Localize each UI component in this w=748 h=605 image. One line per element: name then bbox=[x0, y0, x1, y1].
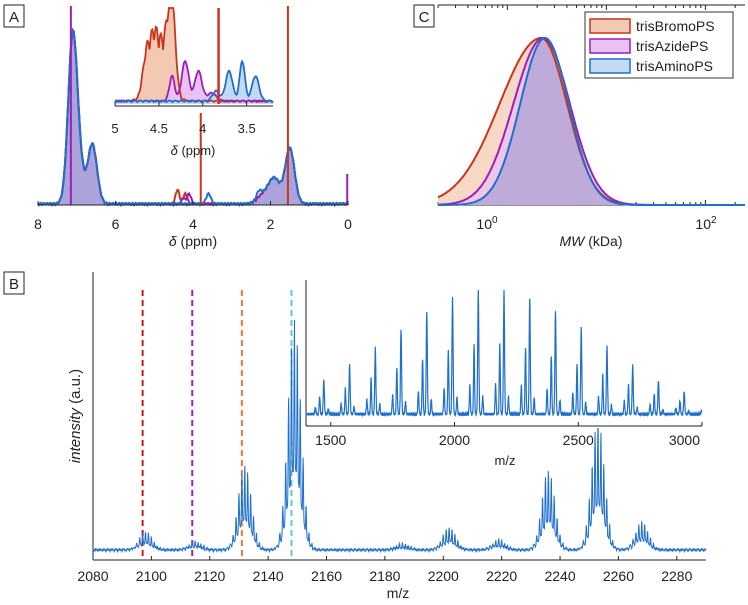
panel-a-xlabel: δ (ppm) bbox=[169, 233, 217, 249]
panel-b-ticks: 2080 2100 2120 2140 2160 2180 2200 2220 2240 2260… bbox=[77, 556, 693, 584]
legend-swatch-trisazideps bbox=[589, 38, 631, 54]
b-tick-label-2200: 2200 bbox=[428, 568, 459, 584]
b-tick-label-2240: 2240 bbox=[544, 568, 575, 584]
b-inset-tick-label-2000: 2000 bbox=[439, 432, 470, 448]
panel-c-tick-10-2: 102 bbox=[695, 215, 717, 232]
panel-c-xlabel: MW (kDa) bbox=[559, 233, 622, 249]
panel-c-label: C bbox=[419, 9, 430, 26]
panel-a-label-box bbox=[3, 4, 25, 28]
mw-fill-trisaminops bbox=[438, 38, 745, 205]
legend-swatch-trisaminops bbox=[589, 58, 631, 74]
b-inset-tick-label-3000: 3000 bbox=[669, 432, 700, 448]
panel-c: C 100 102 MW (kDa) trisBromoPS trisAzide… bbox=[413, 4, 745, 249]
inset-tick-label-5: 5 bbox=[111, 121, 118, 136]
panel-c-label-box bbox=[413, 4, 435, 28]
inset-fill-amino bbox=[115, 61, 273, 104]
b-inset-tick-label-1500: 1500 bbox=[315, 432, 346, 448]
b-tick-label-2100: 2100 bbox=[136, 568, 167, 584]
panel-a-inset-ticks: 5 4.5 4 3.5 bbox=[111, 102, 256, 136]
b-tick-label-2280: 2280 bbox=[661, 568, 692, 584]
legend-label-trisazideps: trisAzidePS bbox=[636, 38, 708, 54]
tick-label-a-4: 4 bbox=[189, 216, 197, 232]
maldi-inset-line bbox=[305, 289, 703, 418]
tick-label-a-2: 2 bbox=[267, 216, 275, 232]
panel-a-label: A bbox=[9, 9, 19, 26]
b-tick-label-2260: 2260 bbox=[603, 568, 634, 584]
panel-c-tick-10-0: 100 bbox=[476, 215, 498, 232]
panel-b-marker-lines bbox=[141, 290, 293, 559]
tick-label-a-6: 6 bbox=[112, 216, 120, 232]
b-tick-label-2080: 2080 bbox=[77, 568, 108, 584]
inset-tick-label-4: 4 bbox=[199, 121, 206, 136]
panel-b-inset-spectrum bbox=[305, 289, 703, 418]
tick-label-a-8: 8 bbox=[34, 216, 42, 232]
panel-a: A 8 6 4 2 0 δ (ppm) 5 4.5 4 3.5 δ (ppm) bbox=[3, 4, 352, 249]
inset-tick-label-4.5: 4.5 bbox=[150, 121, 168, 136]
panel-b: B 2080 2100 2120 2140 2160 2180 2200 2220 2240 22… bbox=[3, 271, 707, 601]
panel-a-inset-xlabel: δ (ppm) bbox=[171, 143, 216, 158]
inset-tick-label-3.5: 3.5 bbox=[238, 121, 256, 136]
b-inset-tick-label-2500: 2500 bbox=[563, 432, 594, 448]
panel-b-xlabel: m/z bbox=[387, 585, 410, 601]
inset-fill-bromo bbox=[115, 8, 273, 104]
b-tick-label-2140: 2140 bbox=[253, 568, 284, 584]
legend-swatch-trisbromops bbox=[589, 18, 631, 34]
tick-label-a-0: 0 bbox=[344, 216, 352, 232]
legend-label-trisaminops: trisAminoPS bbox=[636, 58, 713, 74]
nmr-fill-area bbox=[38, 30, 348, 206]
mw-line-trisaminops bbox=[438, 37, 745, 206]
inset-fill-azide bbox=[115, 61, 273, 104]
panel-b-spectrum bbox=[92, 319, 707, 554]
inset-line-amino bbox=[114, 59, 274, 104]
panel-b-label: B bbox=[9, 276, 19, 293]
legend-label-trisbromops: trisBromoPS bbox=[636, 18, 715, 34]
panel-c-legend: trisBromoPS trisAzidePS trisAminoPS bbox=[584, 11, 734, 79]
maldi-line bbox=[92, 319, 707, 554]
b-tick-label-2160: 2160 bbox=[311, 568, 342, 584]
b-tick-label-2120: 2120 bbox=[194, 568, 225, 584]
panel-b-label-box bbox=[3, 271, 25, 295]
panel-b-inset-xlabel: m/z bbox=[495, 453, 516, 468]
panel-b-ylabel: intensity (a.u.) bbox=[67, 369, 84, 463]
panel-b-inset-ticks: 1500 2000 2500 3000 bbox=[315, 422, 703, 448]
b-tick-label-2220: 2220 bbox=[486, 568, 517, 584]
b-tick-label-2180: 2180 bbox=[369, 568, 400, 584]
panel-a-inset-spectra bbox=[114, 7, 274, 104]
panel-a-ticks: 8 6 4 2 0 bbox=[34, 201, 352, 232]
panel-c-curves bbox=[437, 36, 745, 206]
